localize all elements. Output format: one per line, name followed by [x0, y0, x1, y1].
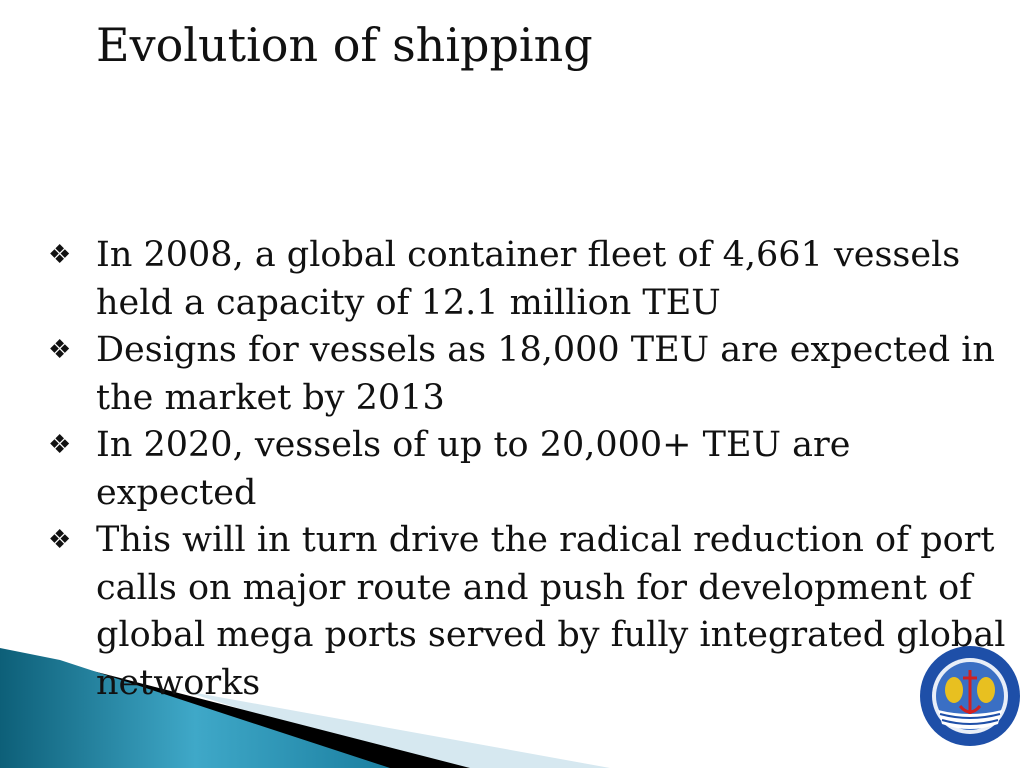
four-diamond-bullet-icon: ❖	[48, 335, 72, 365]
kenya-ports-authority-logo	[920, 646, 1020, 746]
four-diamond-bullet-icon: ❖	[48, 430, 72, 460]
bullet-item: ❖ Designs for vessels as 18,000 TEU are e…	[48, 327, 1008, 422]
four-diamond-bullet-icon: ❖	[48, 240, 72, 270]
bullet-item: ❖ In 2008, a global container fleet of 4,…	[48, 232, 1008, 327]
bullet-item: ❖ This will in turn drive the radical red…	[48, 517, 1008, 707]
slide-title: Evolution of shipping	[96, 18, 593, 72]
bullet-text: This will in turn drive the radical redu…	[96, 520, 1006, 703]
bullet-text: Designs for vessels as 18,000 TEU are ex…	[96, 330, 995, 418]
bullet-item: ❖ In 2020, vessels of up to 20,000+ TEU a…	[48, 422, 1008, 517]
bullet-text: In 2020, vessels of up to 20,000+ TEU ar…	[96, 425, 851, 513]
bullet-text: In 2008, a global container fleet of 4,6…	[96, 235, 961, 323]
four-diamond-bullet-icon: ❖	[48, 525, 72, 555]
bullet-list: ❖ In 2008, a global container fleet of 4,…	[48, 232, 1008, 707]
